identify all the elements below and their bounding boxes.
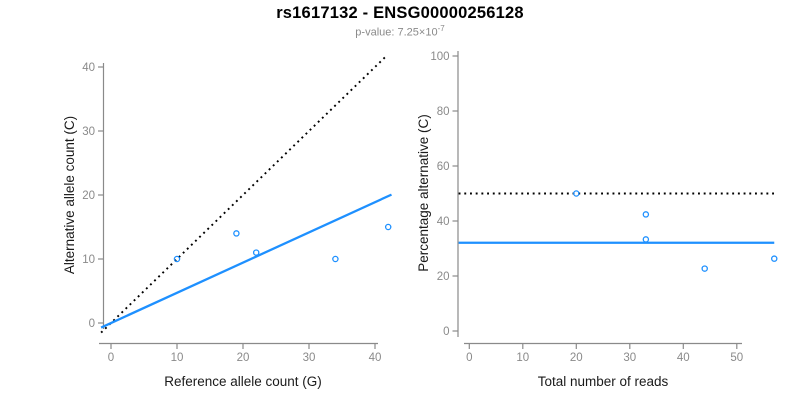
right-plot: 0 20 40 60 80 100 0 10 20 30 40 50 Total number of r… bbox=[416, 51, 778, 389]
y-tick-label: 40 bbox=[82, 62, 95, 74]
y-tick-label: 20 bbox=[437, 271, 450, 283]
pvalue-exponent: -7 bbox=[437, 24, 445, 33]
y-tick-label: 40 bbox=[437, 216, 450, 228]
data-point bbox=[573, 190, 580, 197]
x-axis-title: Reference allele count (G) bbox=[164, 374, 322, 389]
x-axis-title: Total number of reads bbox=[538, 374, 669, 389]
data-point bbox=[332, 255, 339, 263]
pvalue-subtitle: p-value: 7.25×10-7 bbox=[0, 24, 800, 39]
data-point bbox=[173, 255, 181, 263]
pvalue-text: p-value: 7.25×10 bbox=[355, 26, 438, 39]
x-tick-label: 10 bbox=[516, 352, 529, 364]
x-tick-label: 0 bbox=[108, 352, 114, 364]
identity-line bbox=[100, 56, 387, 334]
x-tick-label: 10 bbox=[171, 352, 184, 364]
x-tick-label: 40 bbox=[369, 352, 382, 364]
x-tick-label: 20 bbox=[237, 352, 250, 364]
y-axis-title: Alternative allele count (C) bbox=[62, 116, 77, 274]
x-tick-label: 50 bbox=[730, 352, 743, 364]
y-tick-label: 60 bbox=[437, 161, 450, 173]
x-tick-label: 40 bbox=[677, 352, 690, 364]
y-tick-label: 100 bbox=[430, 51, 449, 63]
fit-line bbox=[100, 193, 392, 329]
data-point bbox=[642, 211, 650, 218]
x-tick-label: 30 bbox=[623, 352, 636, 364]
data-point bbox=[384, 223, 392, 231]
x-tick-label: 30 bbox=[303, 352, 316, 364]
data-point bbox=[233, 230, 240, 237]
data-point bbox=[642, 236, 650, 243]
x-tick-label: 0 bbox=[466, 352, 472, 364]
data-point bbox=[252, 249, 260, 256]
y-tick-label: 20 bbox=[82, 190, 95, 202]
y-tick-label: 10 bbox=[82, 254, 95, 266]
x-tick-label: 20 bbox=[570, 352, 583, 364]
y-tick-label: 30 bbox=[82, 126, 95, 138]
y-tick-label: 0 bbox=[443, 326, 449, 338]
y-axis-title: Percentage alternative (C) bbox=[416, 114, 431, 272]
left-plot: 0 10 20 30 40 0 10 20 30 40 Reference allele count… bbox=[62, 56, 392, 389]
y-tick-label: 80 bbox=[437, 106, 450, 118]
data-point bbox=[701, 265, 708, 272]
data-point bbox=[771, 255, 778, 262]
y-tick-label: 0 bbox=[89, 318, 95, 330]
page-title: rs1617132 - ENSG00000256128 bbox=[276, 4, 524, 22]
